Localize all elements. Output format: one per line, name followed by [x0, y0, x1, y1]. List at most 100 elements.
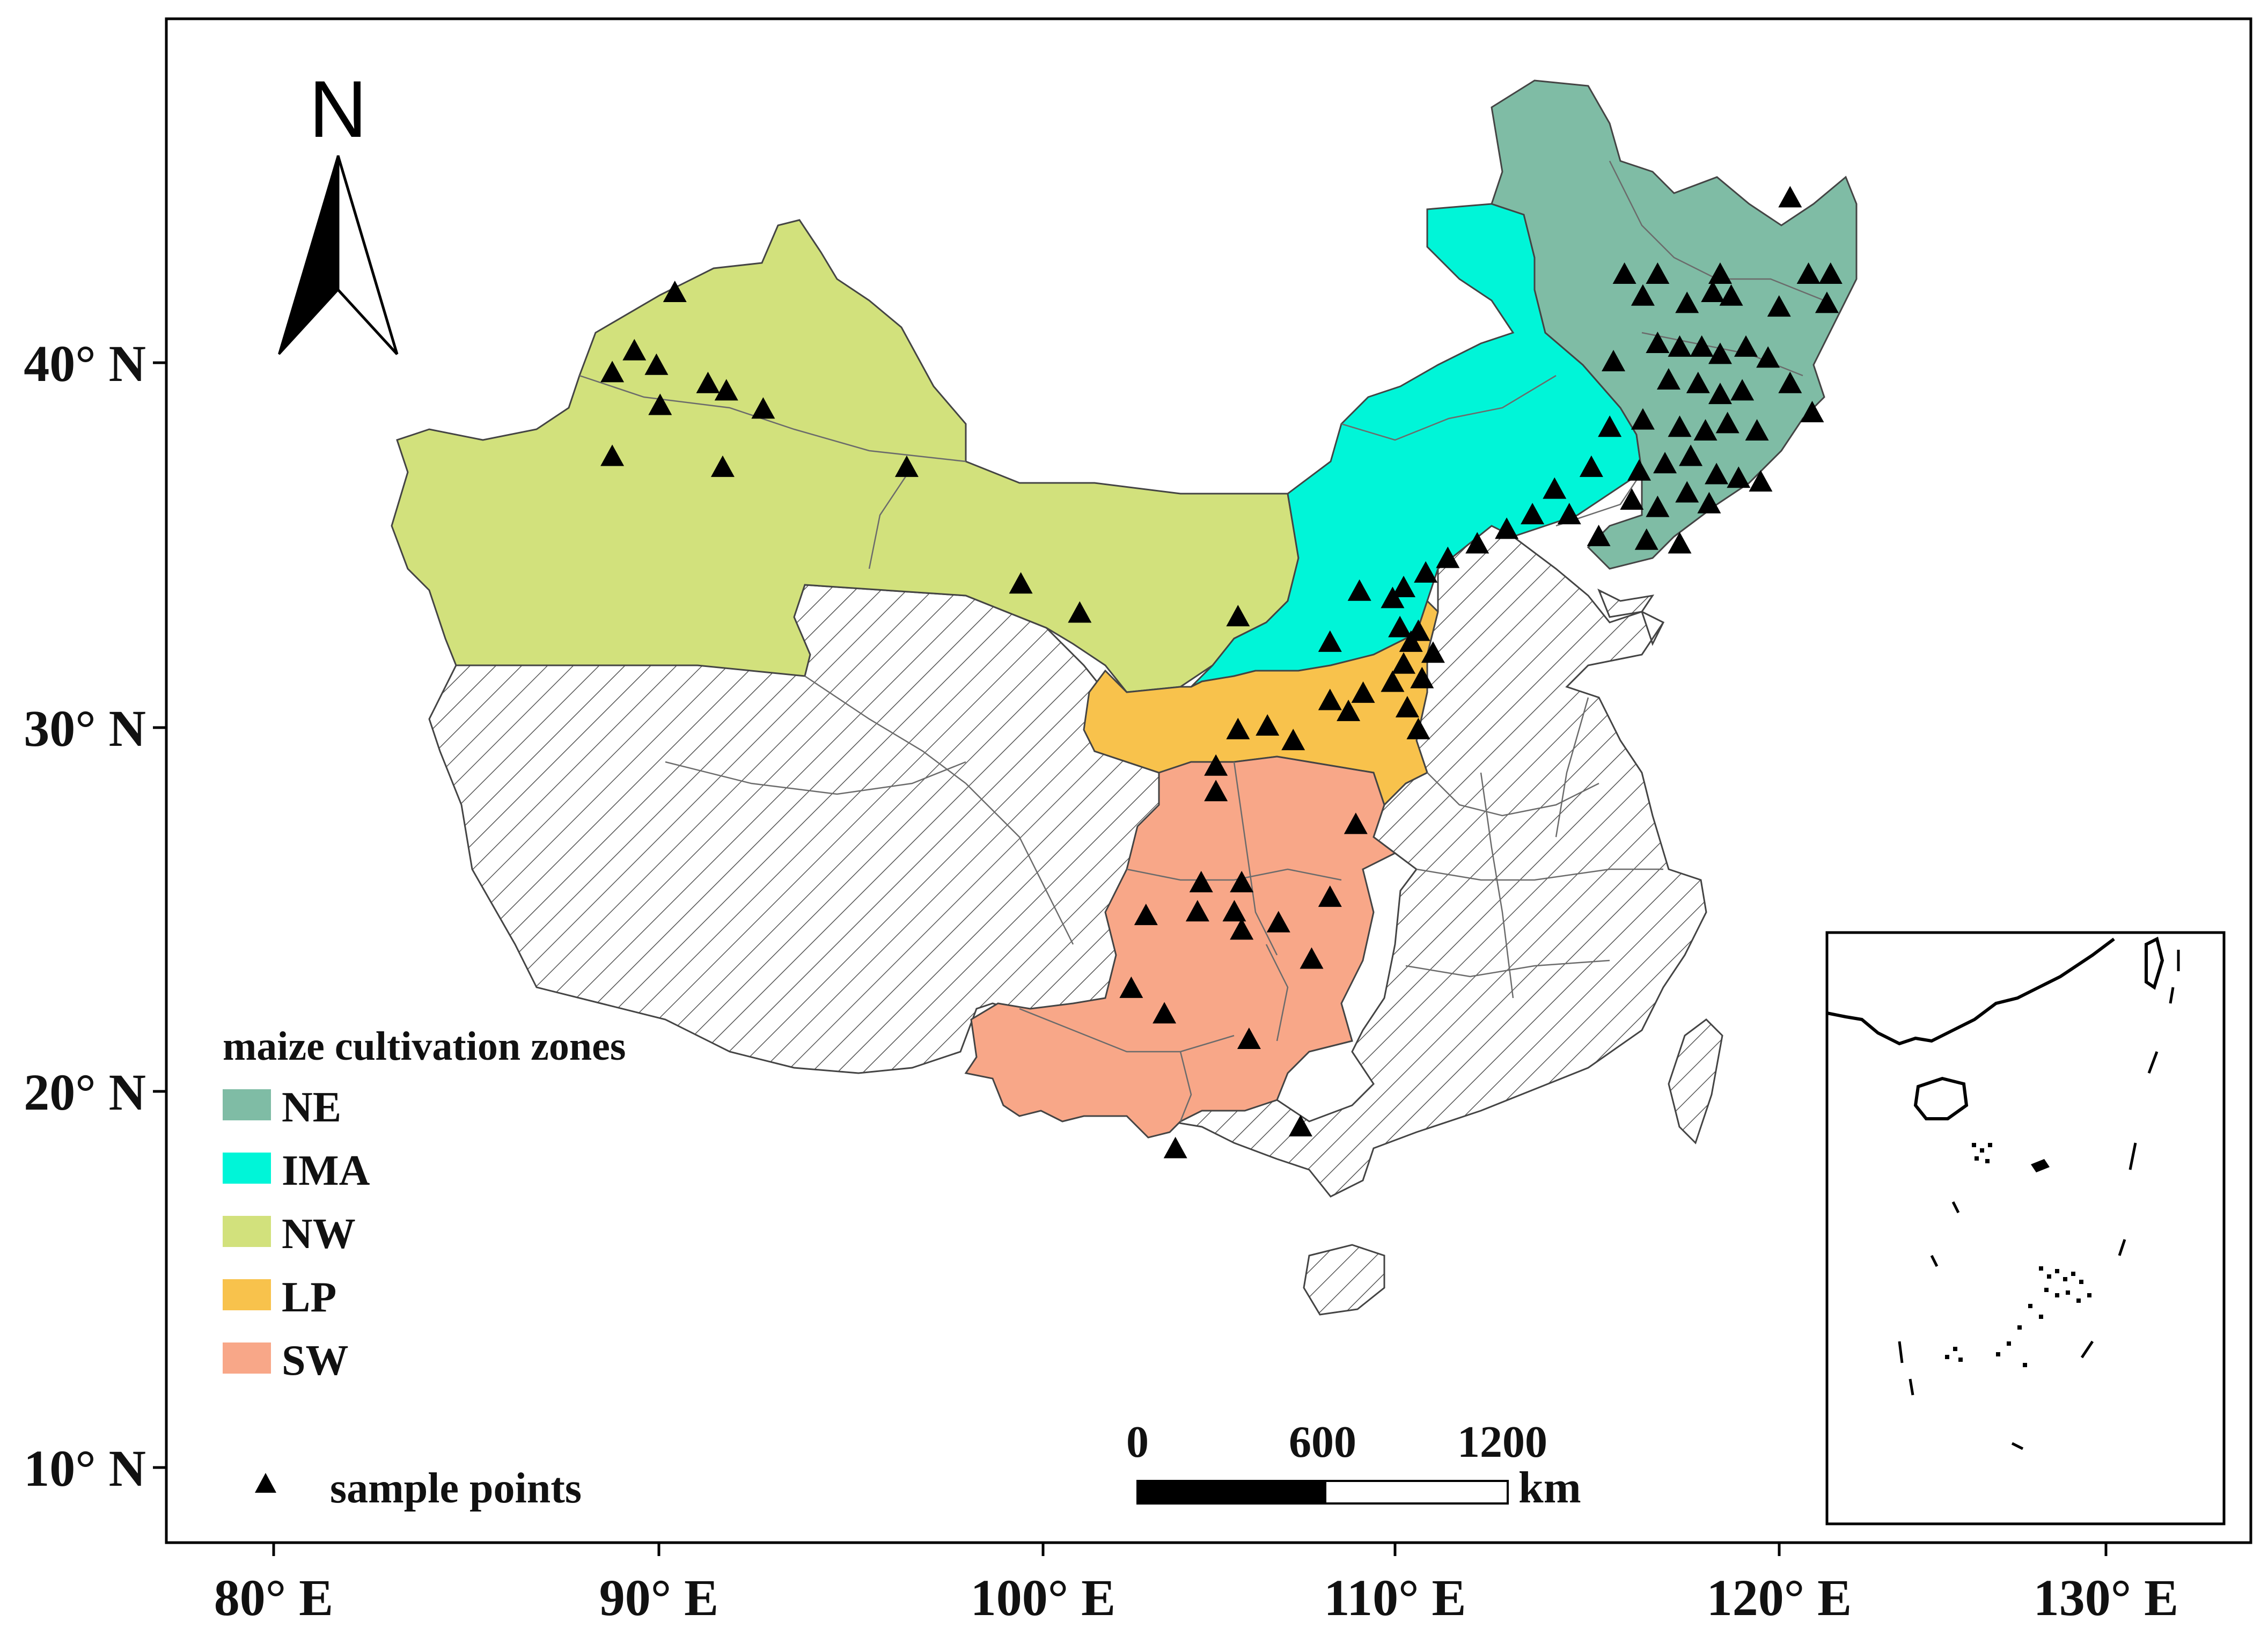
sample-point-marker [1347, 579, 1371, 601]
x-tick-label: 110° E [1324, 1569, 1466, 1626]
sample-point-marker [1701, 280, 1725, 302]
sample-point-marker [1318, 885, 1342, 907]
sample-point-marker [1068, 601, 1092, 623]
north-arrow: N [278, 64, 399, 355]
inset-islands [1945, 1143, 2091, 1367]
sample-point-marker [1230, 918, 1254, 940]
sample-point-marker [1756, 346, 1780, 368]
sample-point-marker [1708, 342, 1732, 364]
sample-point-marker [1690, 335, 1714, 357]
sample-point-marker [1009, 572, 1033, 594]
sample-point-marker [1406, 717, 1430, 739]
sample-point-marker [1800, 401, 1824, 423]
triangle-marker-icon [255, 1473, 276, 1493]
sample-point-marker [1631, 408, 1655, 430]
sample-point-marker [1204, 754, 1228, 776]
sample-point-marker [1395, 696, 1419, 718]
scale-bar-black [1136, 1480, 1326, 1505]
sample-point-marker [1134, 904, 1158, 926]
sample-point-marker [1222, 900, 1246, 922]
sample-point-marker [1767, 295, 1791, 317]
inset-frame [1825, 931, 2226, 1525]
sample-point-marker [1436, 546, 1460, 568]
legend-swatch-lp [223, 1279, 271, 1310]
sample-point-marker [600, 361, 625, 383]
sample-point-marker [1598, 415, 1622, 437]
sample-point-marker [1392, 652, 1416, 674]
province-boundaries [579, 160, 1825, 1122]
legend: maize cultivation zones NE IMA NW LP SW … [223, 1024, 626, 1512]
sample-point-marker [644, 353, 669, 375]
sample-point-marker [1266, 911, 1290, 933]
sample-point-marker [1602, 350, 1626, 371]
sample-point-marker [1163, 1136, 1187, 1158]
legend-label-ima: IMA [282, 1147, 370, 1194]
legend-title: maize cultivation zones [223, 1024, 626, 1069]
sample-point-marker [714, 379, 738, 401]
sample-point-marker [1612, 262, 1636, 284]
sample-point-marker [1693, 419, 1717, 441]
sample-point-marker [751, 397, 775, 419]
sample-point-marker [1153, 1002, 1177, 1024]
inset-hainan [1913, 1076, 1969, 1120]
y-tick-label: 10° N [24, 1440, 146, 1497]
sample-point-marker [1318, 688, 1342, 710]
sample-point-marker [1634, 528, 1658, 550]
sample-point-marker [1337, 699, 1361, 721]
sample-points [600, 186, 1843, 1158]
sample-point-marker [696, 371, 720, 393]
sample-point-marker [600, 444, 625, 466]
sample-point-marker [1708, 262, 1732, 284]
sample-point-marker [1675, 291, 1699, 313]
sample-point-marker [1399, 630, 1423, 652]
sample-point-marker [1749, 470, 1773, 492]
sample-point-marker [1778, 371, 1802, 393]
sample-point-marker [663, 280, 687, 302]
other-region [428, 525, 1723, 1316]
x-axis-ticks [272, 1543, 2108, 1556]
sample-point-marker [1656, 368, 1680, 390]
sample-point-marker [1686, 371, 1710, 393]
legend-label-sample-points: sample points [330, 1465, 582, 1512]
zone-nw [391, 219, 1300, 693]
inset-dashed-boundary [1898, 950, 2180, 1450]
sample-point-marker [1421, 641, 1445, 663]
hainan-island [1303, 1244, 1385, 1316]
x-tick-label: 130° E [2034, 1569, 2178, 1626]
legend-label-nw: NW [282, 1211, 356, 1258]
sample-point-marker [1381, 586, 1405, 608]
sample-point-marker [1344, 812, 1368, 834]
zone-ne [1491, 79, 1858, 570]
sample-point-marker [1719, 284, 1743, 306]
legend-label-ne: NE [282, 1084, 341, 1131]
scale-bar-white [1324, 1480, 1509, 1505]
sample-point-marker [1668, 415, 1692, 437]
sample-point-marker [622, 339, 647, 361]
sample-point-marker [1388, 615, 1412, 637]
sample-point-marker [1653, 452, 1677, 474]
sample-point-marker [1185, 900, 1209, 922]
south-china-sea-inset [1825, 931, 2226, 1525]
legend-swatch-sw [223, 1342, 271, 1374]
legend-label-sw: SW [282, 1337, 349, 1384]
inset-coastline [1826, 937, 2115, 1046]
scale-unit: km [1518, 1463, 1581, 1513]
sample-point-marker [1414, 561, 1438, 583]
sample-point-marker [1627, 459, 1652, 481]
sample-point-marker [1381, 670, 1405, 692]
sample-point-marker [1318, 630, 1342, 652]
hatched-area [1135, 525, 1707, 1198]
sample-point-marker [1579, 455, 1603, 477]
north-arrow-label: N [309, 64, 367, 154]
sample-point-marker [1745, 419, 1769, 441]
sample-point-marker [1796, 262, 1821, 284]
sample-point-marker [648, 393, 672, 415]
sample-point-marker [1646, 332, 1670, 354]
sample-point-marker [1697, 491, 1721, 513]
sample-point-marker [1708, 383, 1732, 405]
inset-taiwan [2145, 936, 2164, 990]
sample-point-marker [1734, 335, 1758, 357]
x-tick-label: 90° E [599, 1569, 718, 1626]
zone-lp [1083, 599, 1439, 806]
